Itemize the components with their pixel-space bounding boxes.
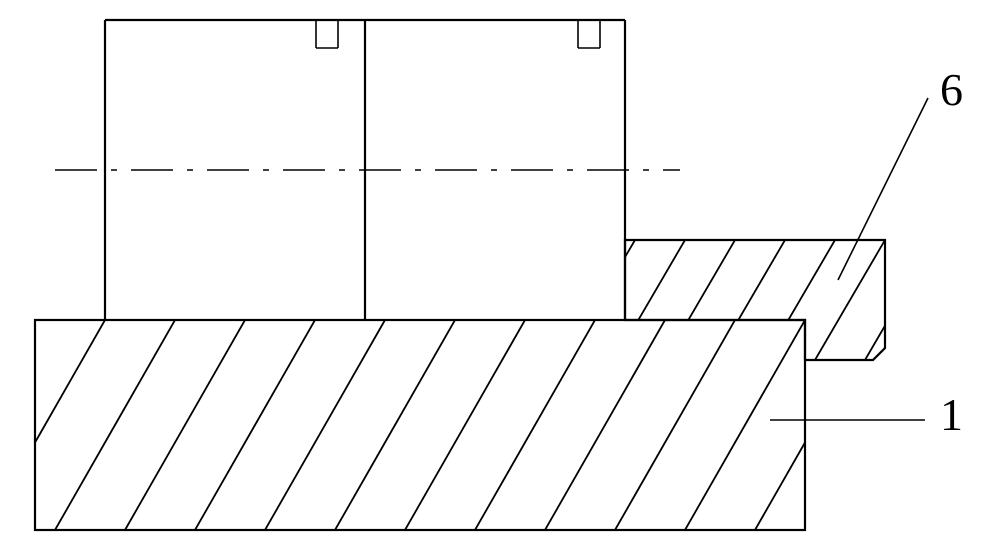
callout-label-1: 1 xyxy=(940,389,963,440)
leader-line-6 xyxy=(838,98,928,280)
technical-drawing: 6 1 xyxy=(0,0,1000,551)
side-piece xyxy=(515,240,985,360)
callout-label-6: 6 xyxy=(940,64,963,115)
base-block xyxy=(0,320,1000,530)
